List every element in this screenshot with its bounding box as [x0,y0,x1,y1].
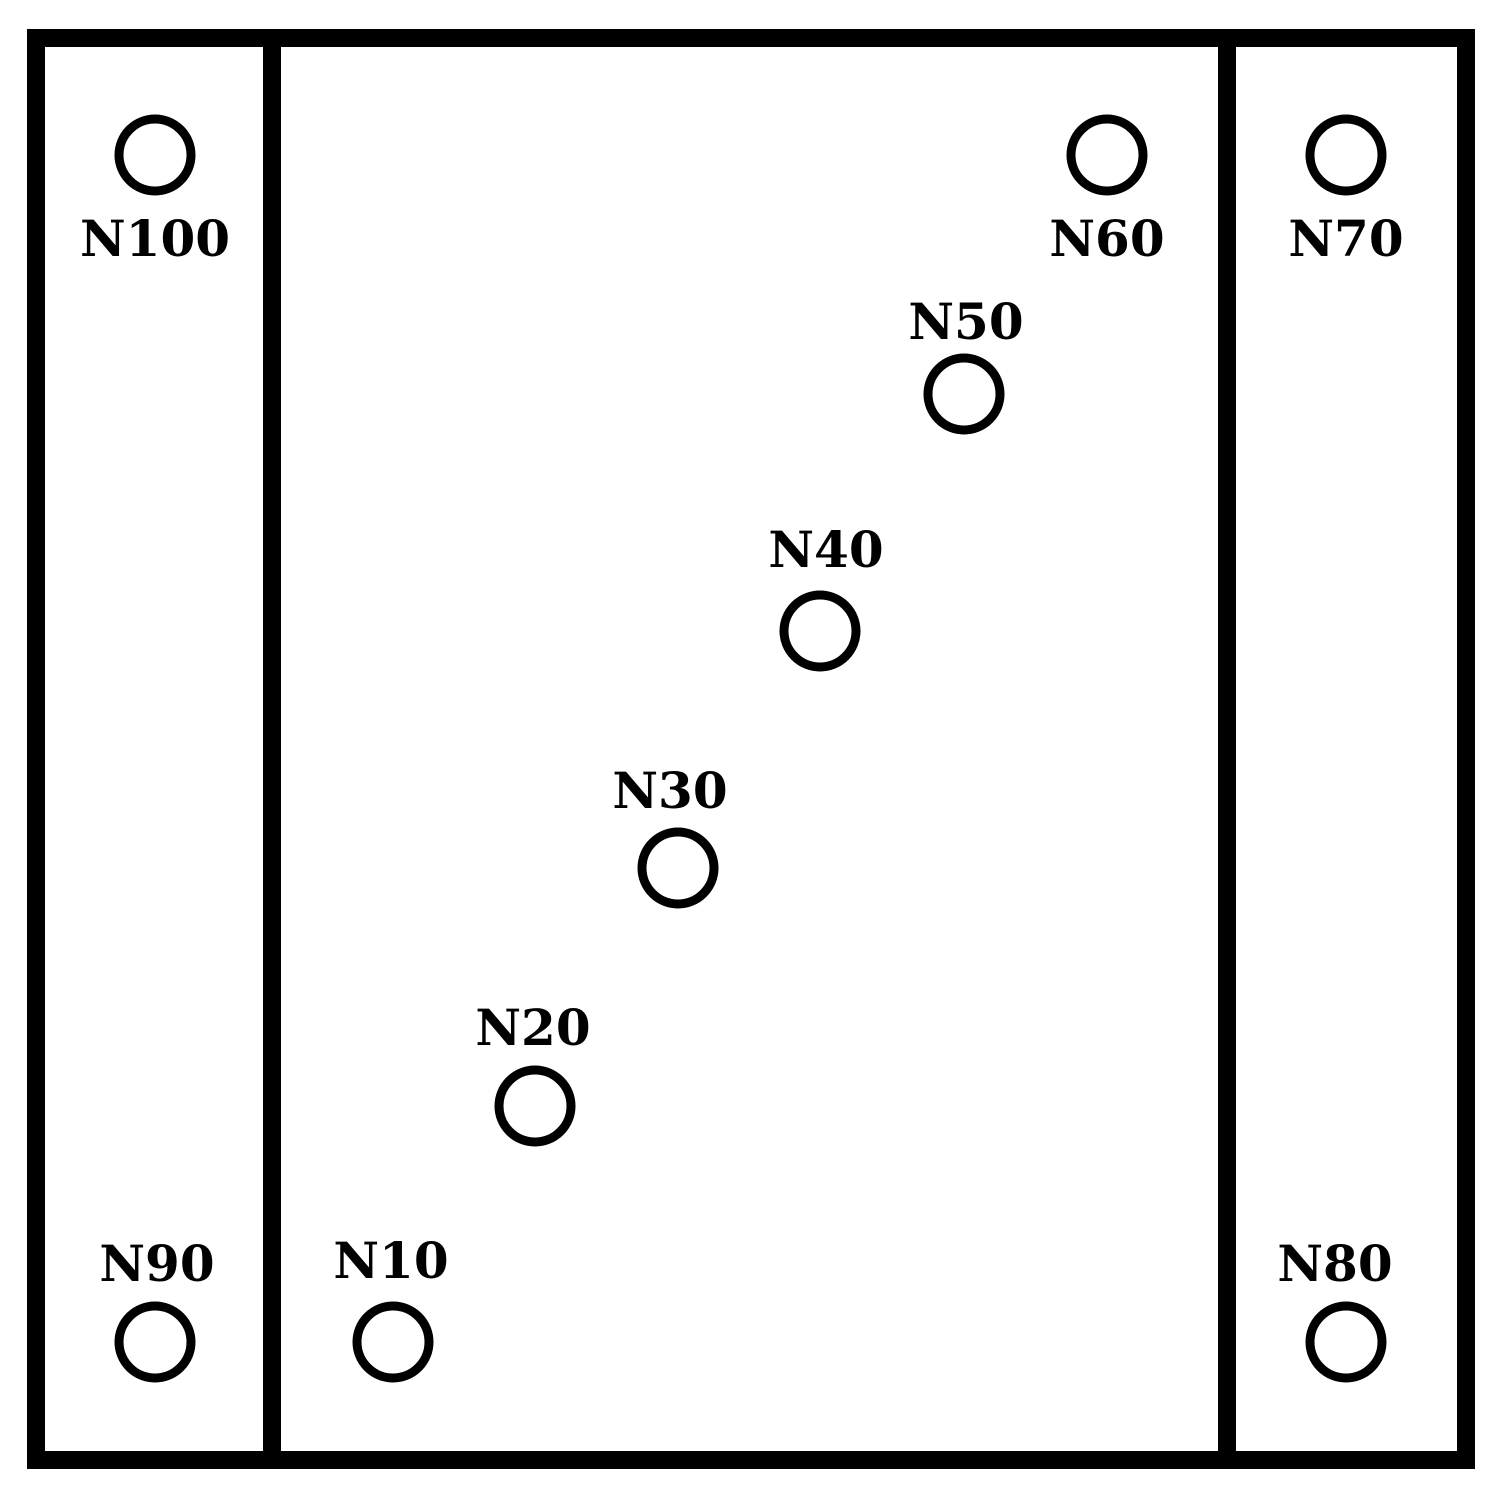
node-n60-circle [1066,114,1148,196]
node-n80-circle [1305,1301,1387,1383]
node-n40: N40 [768,520,884,672]
node-n90: N90 [99,1234,215,1383]
node-n50-circle [923,353,1005,435]
node-n30-label: N30 [612,761,727,820]
node-n20: N20 [475,998,591,1147]
node-n40-label: N40 [768,520,883,579]
node-n20-circle [494,1065,576,1147]
node-n100-circle [114,114,196,196]
node-n30-circle [637,827,719,909]
node-n70-circle [1305,114,1387,196]
outer-frame [27,29,1475,1469]
node-n50: N50 [908,292,1024,435]
node-n20-label: N20 [475,998,590,1057]
node-n70-label: N70 [1288,209,1403,268]
node-n100-label: N100 [80,209,230,268]
node-n10-circle [352,1301,434,1383]
node-n100: N100 [80,114,230,268]
node-n50-label: N50 [908,292,1023,351]
node-n30: N30 [612,761,728,909]
node-n90-label: N90 [99,1234,214,1293]
node-n40-circle [779,590,861,672]
node-n10-label: N10 [333,1231,448,1290]
node-n10: N10 [333,1231,449,1383]
node-n80-label: N80 [1277,1234,1392,1293]
node-n70: N70 [1288,114,1404,268]
node-n60-label: N60 [1049,209,1164,268]
node-n80: N80 [1277,1234,1393,1383]
node-n60: N60 [1049,114,1165,268]
node-n90-circle [114,1301,196,1383]
